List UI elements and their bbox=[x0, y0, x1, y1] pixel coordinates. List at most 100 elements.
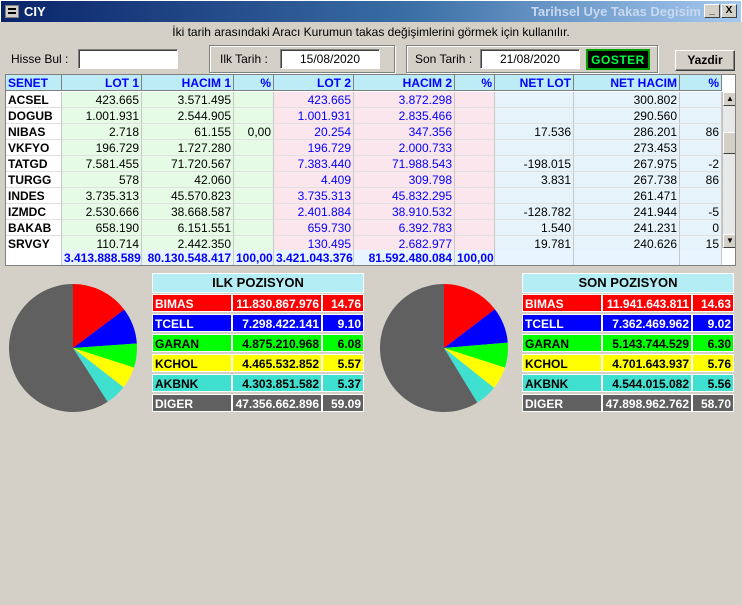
table-row[interactable]: INDES 3.735.313 45.570.823 3.735.313 45.832.… bbox=[6, 188, 735, 204]
grid-cell: 3.872.298 bbox=[354, 92, 455, 108]
grid-cell: 3.735.313 bbox=[274, 188, 354, 204]
grid-cell: 1.001.931 bbox=[62, 108, 142, 124]
scroll-down-button[interactable]: ▼ bbox=[723, 234, 735, 248]
ilk-tarih-group bbox=[209, 45, 395, 73]
table-row[interactable]: IZMDC 2.530.666 38.668.587 2.401.884 38.910.… bbox=[6, 204, 735, 220]
grid-cell bbox=[455, 172, 495, 188]
grid-cell bbox=[234, 108, 274, 124]
header-pct1[interactable]: % bbox=[234, 75, 274, 91]
grid-cell: 6.392.783 bbox=[354, 220, 455, 236]
yazdir-button[interactable]: Yazdir bbox=[675, 50, 735, 71]
grid-cell: 3.735.313 bbox=[62, 188, 142, 204]
grid-cell: 261.471 bbox=[574, 188, 680, 204]
table-row[interactable]: SRVGY 110.714 2.442.350 130.495 2.682.977 19.… bbox=[6, 236, 735, 252]
grid-cell: 2.544.905 bbox=[142, 108, 234, 124]
pie-slice-akbnk bbox=[73, 348, 124, 402]
grid-cell bbox=[455, 140, 495, 156]
header-net-hacim[interactable]: NET HACIM bbox=[574, 75, 680, 91]
position-name: GARAN bbox=[152, 334, 232, 352]
grid-cell bbox=[234, 204, 274, 220]
position-row: GARAN 4.875.210.968 6.08 bbox=[152, 334, 364, 352]
position-name: AKBNK bbox=[152, 374, 232, 392]
minimize-button[interactable]: _ bbox=[704, 4, 720, 18]
header-senet[interactable]: SENET bbox=[6, 75, 62, 91]
grid-cell: 241.231 bbox=[574, 220, 680, 236]
table-row[interactable]: NIBAS 2.718 61.155 0,00 20.254 347.356 17.536 2… bbox=[6, 124, 735, 140]
table-row[interactable]: TATGD 7.581.455 71.720.567 7.383.440 71.988.… bbox=[6, 156, 735, 172]
header-hacim1[interactable]: HACIM 1 bbox=[142, 75, 234, 91]
position-value: 4.544.015.082 bbox=[602, 374, 692, 392]
grid-cell bbox=[455, 92, 495, 108]
position-row: TCELL 7.362.469.962 9.02 bbox=[522, 314, 734, 332]
grid-cell: 290.560 bbox=[574, 108, 680, 124]
table-row[interactable]: ACSEL 423.665 3.571.495 423.665 3.872.298 300… bbox=[6, 92, 735, 108]
pie-slice-akbnk bbox=[444, 348, 495, 403]
son-tarih-label: Son Tarih : bbox=[415, 52, 473, 66]
header-pct2[interactable]: % bbox=[455, 75, 495, 91]
position-row: AKBNK 4.544.015.082 5.56 bbox=[522, 374, 734, 392]
pie-slice-diger bbox=[8, 284, 108, 412]
position-name: TCELL bbox=[522, 314, 602, 332]
grid-cell: -128.782 bbox=[495, 204, 574, 220]
position-row: GARAN 5.143.744.529 6.30 bbox=[522, 334, 734, 352]
app-icon[interactable] bbox=[5, 5, 19, 18]
scroll-up-button[interactable]: ▲ bbox=[723, 92, 735, 106]
grid-cell bbox=[234, 156, 274, 172]
position-name: DIGER bbox=[522, 394, 602, 412]
grid-cell: 241.944 bbox=[574, 204, 680, 220]
grid-cell: 7.383.440 bbox=[274, 156, 354, 172]
grid-cell: 6.151.551 bbox=[142, 220, 234, 236]
header-net-pct[interactable]: % bbox=[680, 75, 722, 91]
son-pozisyon-pie bbox=[380, 284, 508, 412]
pie-slice-kchol bbox=[444, 348, 505, 388]
pie-slice-tcell bbox=[73, 309, 137, 348]
position-pct: 6.30 bbox=[692, 334, 734, 352]
total-hacim2: 81.592.480.084 bbox=[354, 250, 455, 265]
scroll-thumb[interactable] bbox=[723, 132, 735, 154]
position-value: 4.875.210.968 bbox=[232, 334, 322, 352]
grid-cell: 86 bbox=[680, 172, 722, 188]
takas-grid[interactable]: SENET LOT 1 HACIM 1 % LOT 2 HACIM 2 % NE… bbox=[5, 74, 736, 266]
grid-cell bbox=[455, 156, 495, 172]
son-tarih-input[interactable]: 21/08/2020 bbox=[480, 49, 580, 69]
close-button[interactable]: X bbox=[721, 4, 737, 18]
position-name: KCHOL bbox=[522, 354, 602, 372]
table-row[interactable]: VKFYO 196.729 1.727.280 196.729 2.000.733 273… bbox=[6, 140, 735, 156]
table-row[interactable]: TURGG 578 42.060 4.409 309.798 3.831 267.738 86 bbox=[6, 172, 735, 188]
senet-cell: NIBAS bbox=[6, 124, 62, 140]
grid-cell: -5 bbox=[680, 204, 722, 220]
position-value: 4.701.643.937 bbox=[602, 354, 692, 372]
grid-cell: 267.975 bbox=[574, 156, 680, 172]
grid-cell: 3.571.495 bbox=[142, 92, 234, 108]
goster-button[interactable]: GOSTER bbox=[586, 49, 650, 70]
grid-cell: 2.718 bbox=[62, 124, 142, 140]
ilk-tarih-input[interactable]: 15/08/2020 bbox=[280, 49, 380, 69]
grid-cell bbox=[495, 108, 574, 124]
grid-cell: 4.409 bbox=[274, 172, 354, 188]
grid-cell bbox=[495, 140, 574, 156]
vertical-scrollbar[interactable]: ▲ ▼ bbox=[722, 92, 735, 248]
senet-cell: INDES bbox=[6, 188, 62, 204]
senet-cell: ACSEL bbox=[6, 92, 62, 108]
header-lot1[interactable]: LOT 1 bbox=[62, 75, 142, 91]
senet-cell: BAKAB bbox=[6, 220, 62, 236]
window-caption: Tarihsel Uye Takas Degisim bbox=[530, 4, 701, 19]
window-title: CIY bbox=[24, 4, 46, 19]
grid-cell: 20.254 bbox=[274, 124, 354, 140]
grid-cell: 423.665 bbox=[274, 92, 354, 108]
hisse-bul-label: Hisse Bul : bbox=[11, 52, 69, 66]
son-tarih-group bbox=[406, 45, 658, 73]
position-value: 11.830.867.976 bbox=[232, 294, 322, 312]
header-lot2[interactable]: LOT 2 bbox=[274, 75, 354, 91]
position-name: KCHOL bbox=[152, 354, 232, 372]
table-row[interactable]: DOGUB 1.001.931 2.544.905 1.001.931 2.835.46… bbox=[6, 108, 735, 124]
header-net-lot[interactable]: NET LOT bbox=[495, 75, 574, 91]
total-pct2: 100,00 bbox=[455, 250, 495, 265]
position-pct: 59.09 bbox=[322, 394, 364, 412]
grid-cell: 7.581.455 bbox=[62, 156, 142, 172]
table-row[interactable]: BAKAB 658.190 6.151.551 659.730 6.392.783 1.5… bbox=[6, 220, 735, 236]
hisse-bul-input[interactable] bbox=[78, 49, 178, 69]
pie-slice-bimas bbox=[444, 284, 495, 348]
header-hacim2[interactable]: HACIM 2 bbox=[354, 75, 455, 91]
grid-cell: 1.540 bbox=[495, 220, 574, 236]
